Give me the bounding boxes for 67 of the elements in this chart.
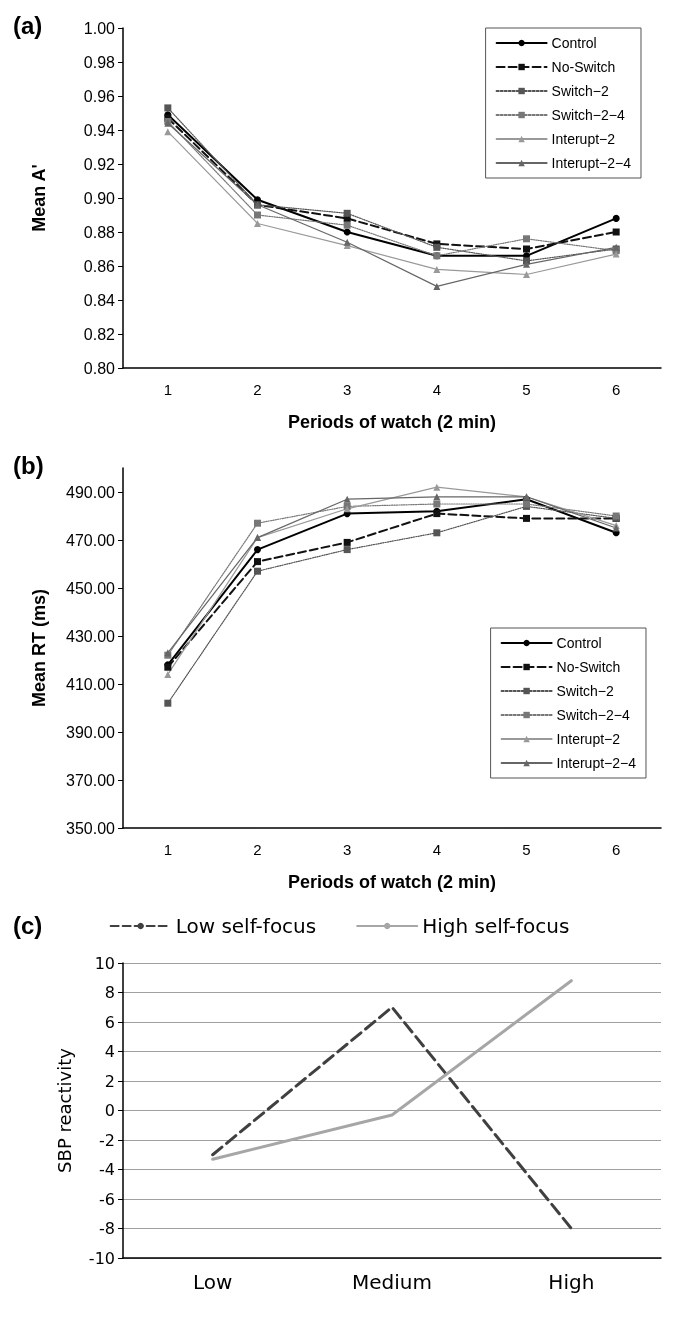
- x-tick-label: Low: [192, 1270, 233, 1294]
- legend-label: Control: [551, 35, 597, 51]
- y-tick-label: 0.98: [83, 53, 116, 71]
- y-tick-label: -2: [99, 1130, 115, 1150]
- x-tick-label: 5: [522, 381, 531, 398]
- y-tick-label: 2: [104, 1071, 115, 1091]
- y-tick-label: 8: [104, 983, 115, 1002]
- y-tick-label: -10: [88, 1248, 115, 1268]
- x-tick-label: 6: [611, 381, 621, 398]
- x-tick-label: 3: [342, 841, 352, 858]
- y-tick-label: 470.00: [66, 531, 116, 549]
- y-tick-label: 450.00: [66, 579, 116, 597]
- y-tick-label: 0.80: [83, 359, 116, 377]
- y-tick-label: 0.88: [83, 223, 116, 241]
- y-tick-label: 0.94: [83, 121, 116, 139]
- chart-title: (b): [13, 451, 44, 479]
- y-tick-label: 490.00: [66, 483, 116, 501]
- x-tick-label: Medium: [352, 1270, 432, 1294]
- chart-title: (c): [13, 911, 43, 939]
- legend-label: No-Switch: [551, 59, 616, 75]
- y-tick-label: 410.00: [66, 675, 116, 693]
- x-tick-label: High: [548, 1270, 595, 1294]
- legend-label: Interupt−2−4: [551, 155, 632, 171]
- x-tick-label: 5: [522, 841, 531, 858]
- x-tick-label: 4: [432, 381, 442, 398]
- legend-label: Low self-focus: [175, 914, 317, 938]
- y-tick-label: 4: [104, 1042, 115, 1061]
- x-tick-label: 1: [163, 841, 173, 858]
- x-tick-label: 3: [342, 381, 352, 398]
- x-tick-label: 2: [253, 381, 262, 398]
- legend-label: Switch−2: [556, 683, 615, 699]
- x-tick-label: 4: [432, 841, 442, 858]
- legend-label: Interupt−2: [551, 131, 616, 147]
- y-tick-label: 0.96: [83, 87, 116, 105]
- legend-label: Control: [556, 635, 602, 651]
- y-tick-label: 0.92: [83, 155, 116, 173]
- chart-title: (a): [13, 11, 43, 39]
- y-tick-label: -4: [99, 1160, 115, 1179]
- y-tick-label: 0.90: [83, 189, 116, 207]
- y-axis-title: SBP reactivity: [53, 1047, 75, 1173]
- legend-label: Switch−2: [551, 83, 610, 99]
- y-axis-title: Mean RT (ms): [29, 588, 49, 708]
- legend-label: Switch−2−4: [556, 707, 630, 723]
- x-tick-label: 2: [253, 841, 262, 858]
- legend-label: Interupt−2−4: [556, 755, 637, 771]
- y-tick-label: 370.00: [66, 771, 116, 789]
- y-tick-label: 0.86: [83, 257, 116, 275]
- y-tick-label: 0: [104, 1101, 115, 1120]
- y-tick-label: 430.00: [66, 627, 116, 645]
- y-tick-label: 0.82: [83, 325, 116, 343]
- legend-label: Interupt−2: [556, 731, 621, 747]
- x-tick-label: 6: [611, 841, 621, 858]
- x-axis-title: Periods of watch (2 min): [287, 872, 497, 892]
- x-tick-label: 1: [163, 381, 173, 398]
- y-tick-label: 0.84: [83, 291, 116, 309]
- y-tick-label: 390.00: [66, 723, 116, 741]
- legend-label: No-Switch: [556, 659, 621, 675]
- y-tick-label: 1.00: [83, 19, 116, 37]
- x-axis-title: Periods of watch (2 min): [287, 412, 497, 432]
- legend-label: High self-focus: [422, 914, 570, 938]
- y-tick-label: 6: [104, 1012, 115, 1032]
- y-axis-title: Mean A': [29, 164, 49, 232]
- y-tick-label: -8: [99, 1219, 115, 1238]
- y-tick-label: 10: [94, 953, 115, 973]
- legend-label: Switch−2−4: [551, 107, 625, 123]
- y-tick-label: -6: [99, 1189, 115, 1209]
- y-tick-label: 350.00: [66, 819, 116, 837]
